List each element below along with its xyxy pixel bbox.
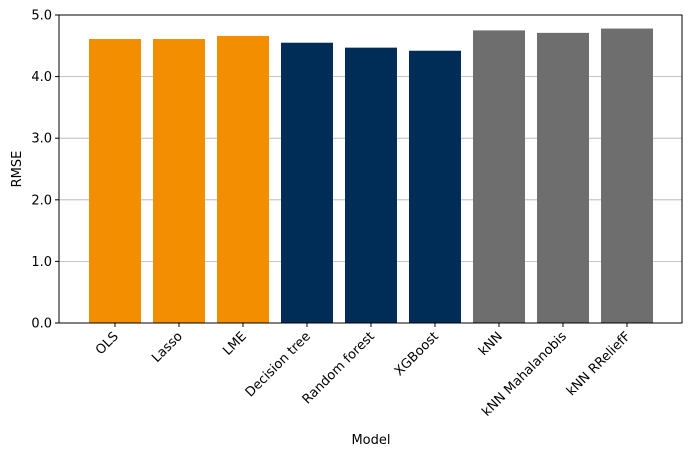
x-tick-label: kNN RReliefF: [564, 329, 634, 399]
y-tick-label: 5.0: [31, 9, 52, 24]
x-tick-label: XGBoost: [392, 329, 442, 379]
y-tick-label: 0.0: [31, 317, 52, 332]
bar-lme: [217, 35, 269, 323]
y-tick-label: 3.0: [31, 132, 52, 147]
x-tick-label: Lasso: [149, 329, 186, 366]
bars: [89, 28, 653, 324]
bar-ols: [89, 39, 141, 324]
bar-lasso: [153, 39, 205, 324]
y-tick-label: 1.0: [31, 255, 52, 270]
bar-knn-mahalanobis: [537, 32, 589, 323]
x-tick-label: Decision tree: [243, 329, 314, 400]
bar-xgboost: [409, 50, 461, 324]
bar-random-forest: [345, 47, 397, 323]
y-axis: 0.0 1.0 2.0 3.0 4.0 5.0: [31, 9, 59, 332]
y-axis-title: RMSE: [10, 151, 25, 188]
x-tick-label: LME: [220, 329, 249, 358]
y-tick-label: 4.0: [31, 70, 52, 85]
bar-knn: [473, 30, 525, 324]
y-tick-label: 2.0: [31, 193, 52, 208]
bar-knn-rrelieff: [601, 28, 653, 323]
bar-decision-tree: [281, 42, 333, 323]
x-tick-label: kNN: [476, 329, 506, 359]
x-axis-title: Model: [351, 433, 390, 448]
x-tick-label: OLS: [93, 329, 122, 358]
